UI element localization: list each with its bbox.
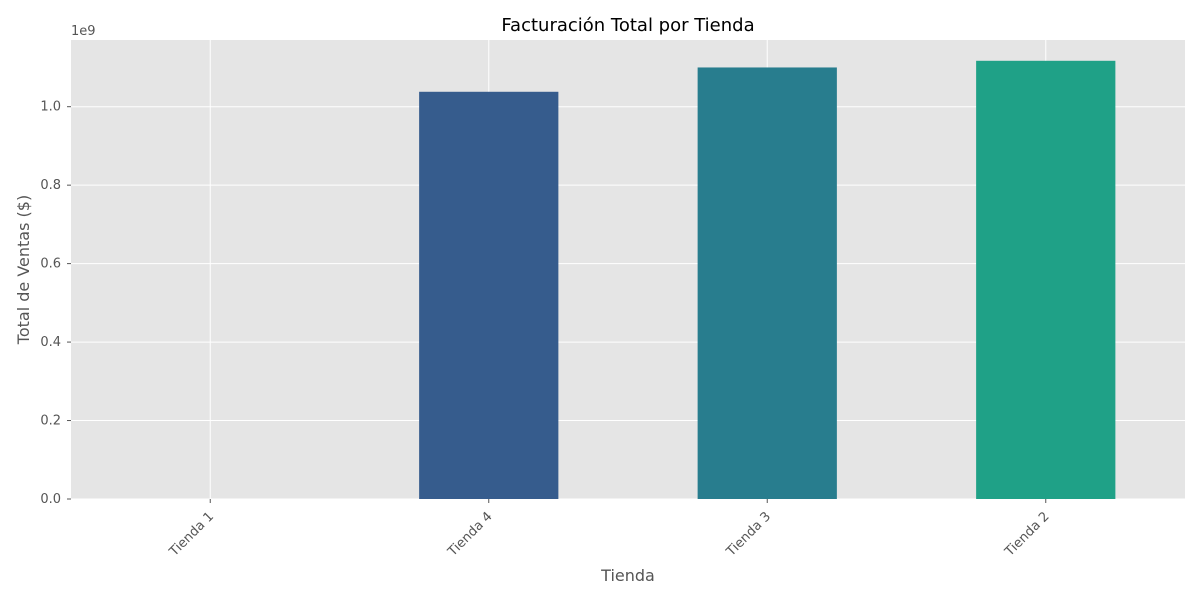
x-tick-label: Tienda 2 — [1002, 509, 1053, 560]
y-axis-label: Total de Ventas ($) — [14, 195, 33, 345]
x-axis-label: Tienda — [600, 566, 655, 585]
y-tick-label: 0.6 — [40, 257, 61, 272]
bar — [697, 67, 837, 499]
y-tick-label: 0.4 — [40, 335, 61, 350]
x-tick-label: Tienda 1 — [166, 509, 217, 560]
y-axis-offset-label: 1e9 — [71, 24, 96, 39]
y-tick-label: 0.8 — [40, 178, 61, 193]
y-tick-label: 0.2 — [40, 414, 61, 429]
y-tick-label: 1.0 — [40, 100, 61, 115]
x-tick-label: Tienda 3 — [723, 509, 774, 560]
y-axis-ticks: 0.0 0.2 0.4 0.6 0.8 1.0 — [40, 100, 71, 507]
x-axis-ticks: Tienda 1 Tienda 4 Tienda 3 Tienda 2 — [166, 499, 1053, 560]
y-tick-label: 0.0 — [40, 492, 61, 507]
x-tick-label: Tienda 4 — [445, 509, 496, 560]
bars — [419, 60, 1116, 500]
chart-title: Facturación Total por Tienda — [501, 15, 754, 36]
bar — [419, 91, 559, 500]
bar — [976, 60, 1116, 500]
